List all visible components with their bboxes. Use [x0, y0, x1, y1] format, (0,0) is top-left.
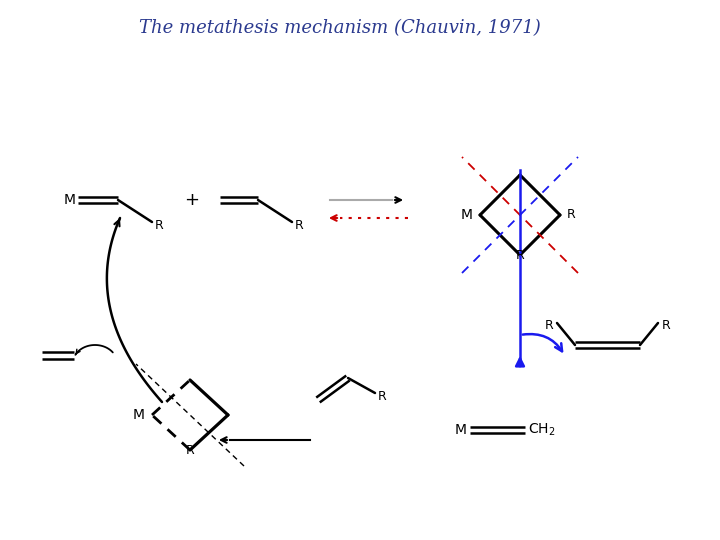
Text: R: R	[516, 249, 524, 262]
Text: R: R	[567, 208, 576, 221]
Text: R: R	[155, 219, 163, 232]
Text: +: +	[184, 191, 199, 209]
Text: CH$_2$: CH$_2$	[528, 422, 556, 438]
Text: R: R	[662, 319, 671, 332]
Text: M: M	[455, 423, 467, 437]
Text: R: R	[186, 444, 194, 457]
Text: M: M	[461, 208, 473, 222]
Text: The metathesis mechanism (Chauvin, 1971): The metathesis mechanism (Chauvin, 1971)	[139, 19, 541, 37]
Text: R: R	[295, 219, 304, 232]
Text: M: M	[64, 193, 76, 207]
Text: R: R	[378, 390, 387, 403]
Text: R: R	[544, 319, 553, 332]
Text: M: M	[133, 408, 145, 422]
